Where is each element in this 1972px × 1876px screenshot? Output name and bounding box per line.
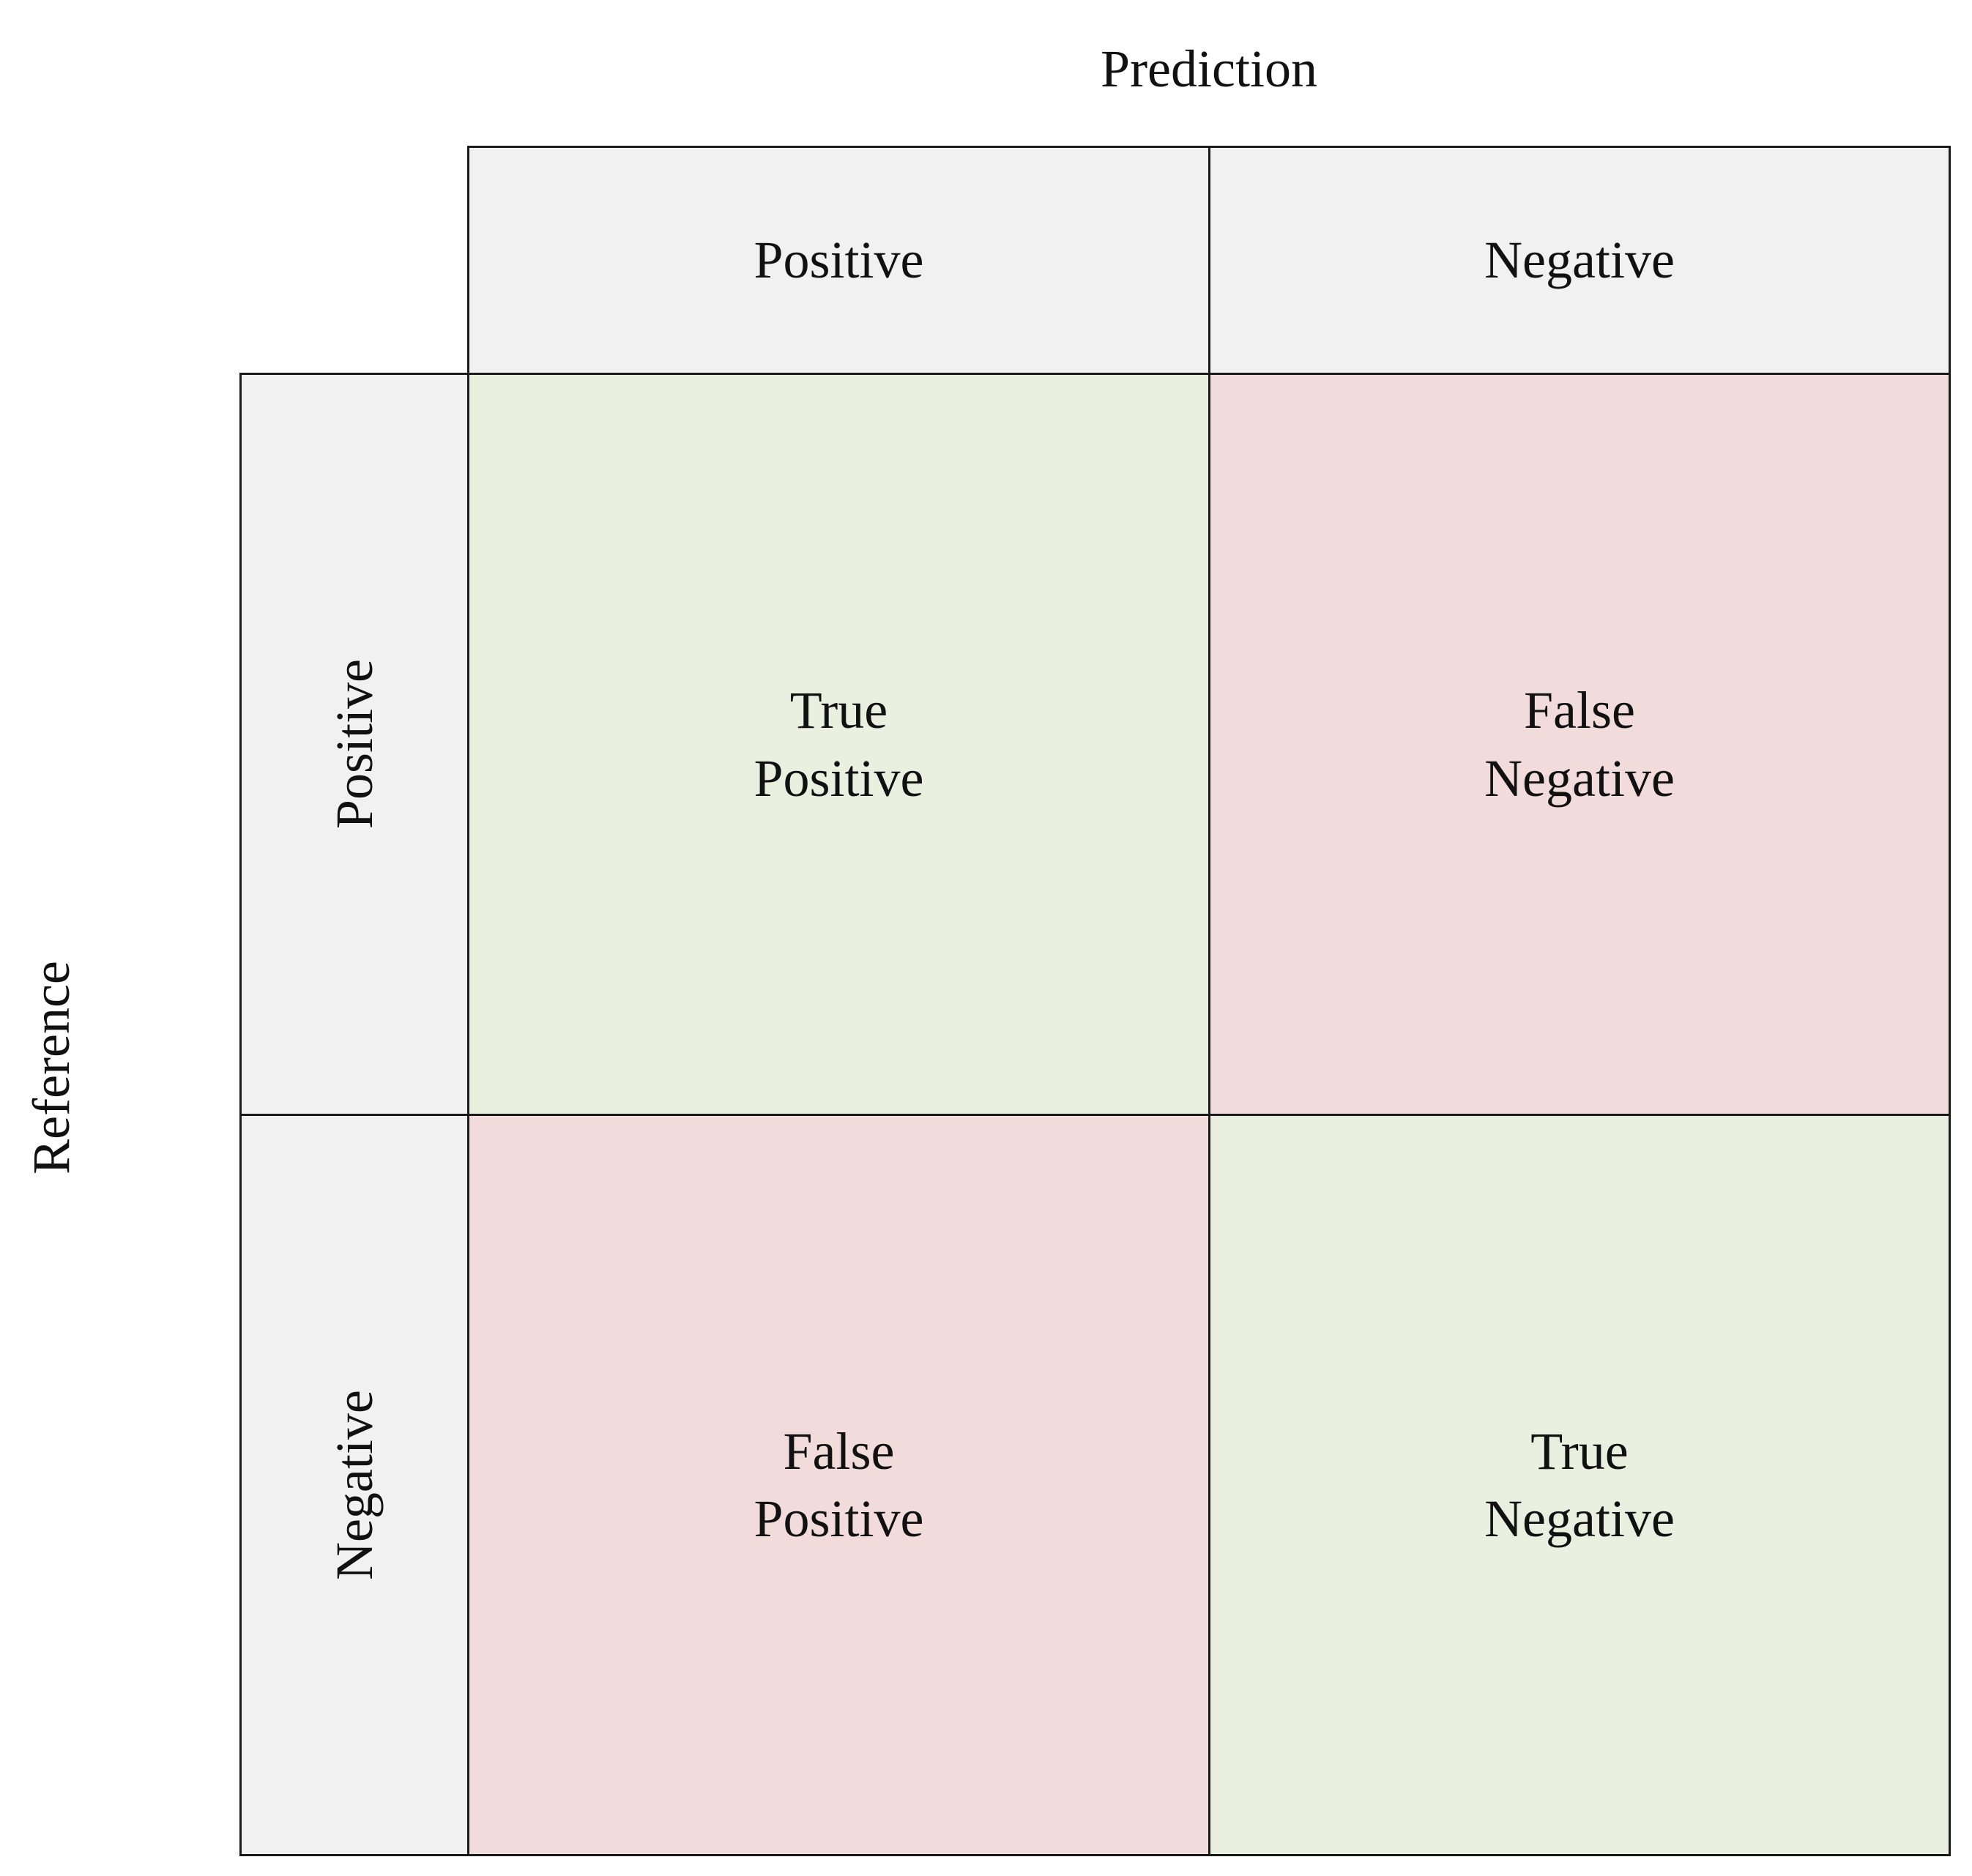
column-header-negative: Negative xyxy=(1208,146,1951,375)
row-header-positive-label: Positive xyxy=(324,659,384,830)
true-positive-cell: True Positive xyxy=(467,373,1210,1116)
reference-axis-title: Reference xyxy=(22,961,81,1175)
false-negative-cell: False Negative xyxy=(1208,373,1951,1116)
true-positive-line2: Positive xyxy=(754,748,924,808)
false-positive-line1: False xyxy=(783,1421,895,1481)
row-header-negative-label: Negative xyxy=(324,1390,384,1580)
row-header-negative: Negative xyxy=(239,1114,469,1856)
true-positive-line1: True xyxy=(789,681,888,740)
column-header-positive: Positive xyxy=(467,146,1210,375)
column-header-negative-label: Negative xyxy=(1484,231,1675,290)
prediction-axis-title: Prediction xyxy=(1101,40,1317,98)
false-positive-cell: False Positive xyxy=(467,1114,1210,1856)
false-negative-line1: False xyxy=(1524,681,1635,740)
true-negative-text: True Negative xyxy=(1484,1418,1675,1552)
true-negative-cell: True Negative xyxy=(1208,1114,1951,1856)
true-negative-line2: Negative xyxy=(1484,1489,1675,1548)
true-positive-text: True Positive xyxy=(754,677,923,811)
false-positive-line2: Positive xyxy=(754,1489,924,1548)
row-header-positive: Positive xyxy=(239,373,469,1116)
column-header-positive-label: Positive xyxy=(754,231,924,290)
false-positive-text: False Positive xyxy=(754,1418,923,1552)
false-negative-text: False Negative xyxy=(1484,677,1675,811)
true-negative-line1: True xyxy=(1530,1421,1629,1481)
false-negative-line2: Negative xyxy=(1484,748,1675,808)
